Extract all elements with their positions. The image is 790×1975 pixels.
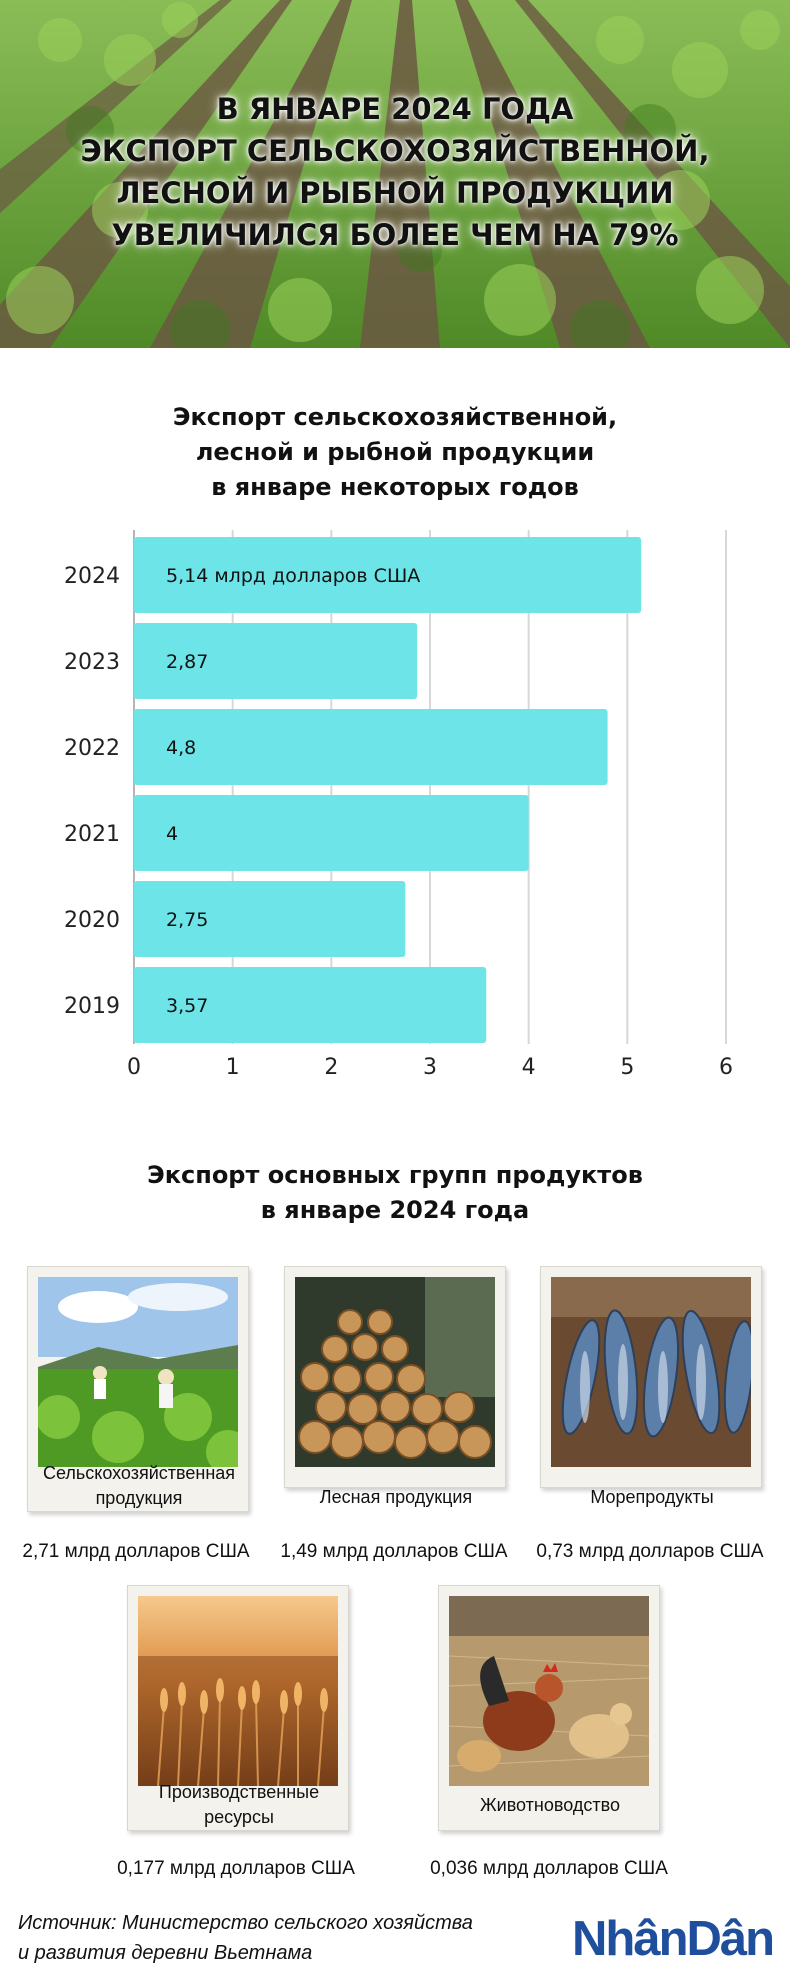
- product-value: 2,71 млрд долларов США: [22, 1541, 250, 1562]
- chart-bar: [134, 795, 529, 871]
- source-line: Источник: Министерство сельского хозяйст…: [18, 1912, 473, 1934]
- bar-data-label: 2,75: [166, 909, 208, 931]
- x-tick-label: 4: [522, 1055, 536, 1080]
- bar-data-label: 3,57: [166, 995, 208, 1017]
- y-tick-label: 2023: [64, 650, 120, 675]
- product-label: Лесная продукция: [319, 1486, 473, 1507]
- products-title-line: в январе 2024 года: [260, 1196, 530, 1224]
- product-value: 0,036 млрд долларов США: [430, 1858, 668, 1879]
- products-section-title: Экспорт основных групп продуктов в январ…: [0, 1158, 790, 1228]
- fish-photo-icon: [551, 1277, 751, 1467]
- product-card-agriculture: Сельскохозяйственная продукция: [27, 1266, 249, 1512]
- chart-title-line: Экспорт сельскохозяйственной,: [172, 403, 618, 431]
- source-note: Источник: Министерство сельского хозяйст…: [18, 1908, 538, 1968]
- product-card-forestry: Лесная продукция: [284, 1266, 506, 1507]
- y-tick-label: 2024: [64, 564, 120, 589]
- y-tick-label: 2022: [64, 736, 120, 761]
- product-value: 0,73 млрд долларов США: [536, 1541, 764, 1562]
- product-card-seafood: Морепродукты: [540, 1266, 762, 1507]
- hero-title-line: ЛЕСНОЙ И РЫБНОЙ ПРОДУКЦИИ: [116, 176, 674, 210]
- agriculture-photo-icon: [38, 1277, 238, 1467]
- x-tick-label: 0: [127, 1055, 141, 1080]
- hero-title: В ЯНВАРЕ 2024 ГОДА ЭКСПОРТ СЕЛЬСКОХОЗЯЙС…: [0, 88, 790, 256]
- source-line: и развития деревни Вьетнама: [18, 1942, 313, 1964]
- chart-bar: [134, 881, 406, 957]
- product-label: Животноводство: [480, 1794, 620, 1815]
- product-value: 1,49 млрд долларов США: [280, 1541, 508, 1562]
- field-background-image: [0, 0, 790, 348]
- x-tick-label: 5: [620, 1055, 634, 1080]
- chart-title-line: лесной и рыбной продукции: [195, 438, 595, 466]
- chart-section-title: Экспорт сельскохозяйственной, лесной и р…: [0, 400, 790, 505]
- hero-banner: В ЯНВАРЕ 2024 ГОДА ЭКСПОРТ СЕЛЬСКОХОЗЯЙС…: [0, 0, 790, 348]
- y-tick-label: 2020: [64, 908, 120, 933]
- bar-data-label: 5,14 млрд долларов США: [166, 565, 420, 587]
- nhandan-logo[interactable]: NhânDân: [572, 1912, 775, 1966]
- product-label: Сельскохозяйственная продукция: [42, 1463, 236, 1508]
- hero-title-line: В ЯНВАРЕ 2024 ГОДА: [216, 92, 574, 126]
- hero-title-line: УВЕЛИЧИЛСЯ БОЛЕЕ ЧЕМ НА 79%: [111, 218, 679, 252]
- x-tick-label: 6: [719, 1055, 733, 1080]
- chart-title-line: в январе некоторых годов: [211, 473, 579, 501]
- chart-bar: [134, 623, 418, 699]
- chart-bar: [134, 967, 487, 1043]
- bar-data-label: 2,87: [166, 651, 208, 673]
- product-card-production-resources: Производственные ресурсы: [127, 1585, 349, 1831]
- bar-data-label: 4,8: [166, 737, 196, 759]
- products-title-line: Экспорт основных групп продуктов: [147, 1161, 643, 1189]
- product-card-livestock: Животноводство: [438, 1585, 660, 1831]
- x-tick-label: 1: [226, 1055, 240, 1080]
- chicken-photo-icon: [449, 1596, 649, 1786]
- hero-title-line: ЭКСПОРТ СЕЛЬСКОХОЗЯЙСТВЕННОЙ,: [80, 134, 710, 168]
- export-bar-chart: 0 1 2 3 4 5 6 2024 5,14 млрд долларов США 2023 2,8…: [64, 530, 733, 1080]
- chart-bar: [134, 709, 608, 785]
- x-tick-label: 2: [324, 1055, 338, 1080]
- bar-data-label: 4: [166, 823, 178, 845]
- x-tick-label: 3: [423, 1055, 437, 1080]
- wheat-photo-icon: [138, 1596, 338, 1786]
- product-label: Морепродукты: [590, 1486, 714, 1507]
- y-tick-label: 2021: [64, 822, 120, 847]
- timber-photo-icon: [295, 1277, 495, 1467]
- product-value: 0,177 млрд долларов США: [117, 1858, 355, 1879]
- y-tick-label: 2019: [64, 994, 120, 1019]
- chart-bar: [134, 537, 642, 613]
- product-label: Производственные ресурсы: [158, 1782, 320, 1827]
